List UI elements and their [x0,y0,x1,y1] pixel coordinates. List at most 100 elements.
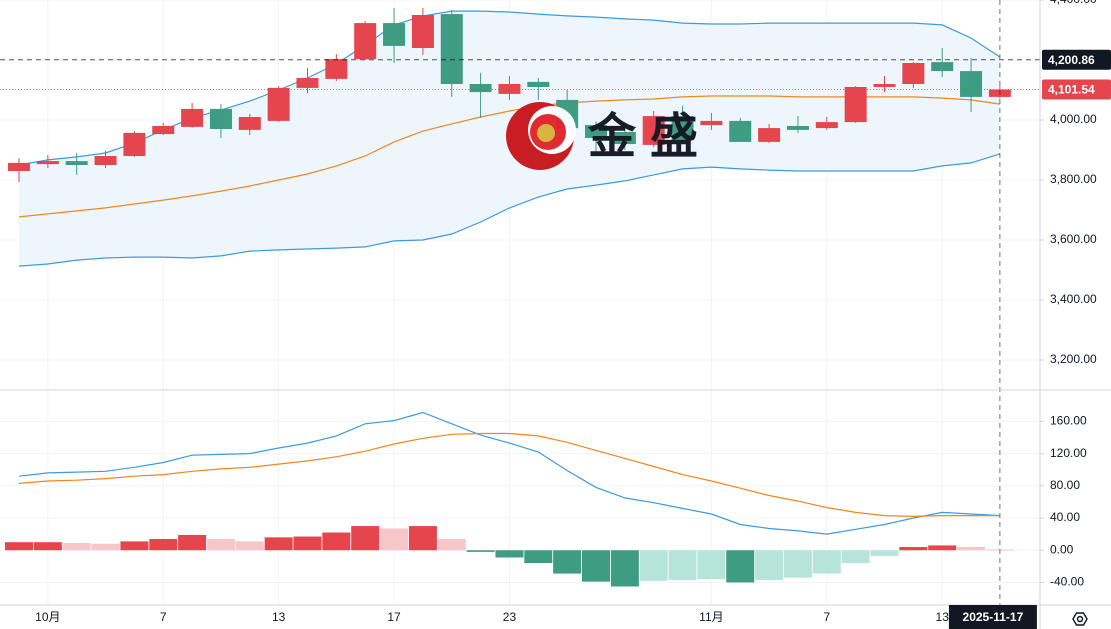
histogram-bar [957,547,986,551]
price-label-box [1042,79,1111,100]
watermark: 金盛 [506,102,712,170]
macd-line [18,432,1000,518]
macd-line [18,411,1000,535]
x-tick-label: 13 [936,610,950,624]
histogram-bar [870,550,899,556]
y-tick-label: 40.00 [1050,510,1080,524]
histogram-bar [149,538,178,551]
y-tick-label: 160.00 [1050,414,1087,428]
histogram-bar [495,550,524,558]
candle-body [613,132,636,144]
histogram-bar [524,550,553,564]
candle-body [700,120,723,126]
settings-icon-center[interactable] [1076,615,1084,623]
overlay-line [18,95,1000,218]
candle-body [873,84,896,87]
candle-body [960,71,983,97]
histogram-bar [783,550,812,578]
candle-body [786,126,809,130]
candle-body [671,116,694,141]
histogram-bar [726,550,755,583]
candle-body [902,63,925,84]
x-tick-label: 11月 [699,610,723,624]
candle-body [152,126,175,135]
histogram-bar [553,550,582,574]
x-tick-label: 10月 [35,610,60,624]
price-label-box [1042,49,1111,70]
candle-body [267,87,290,121]
y-tick-label: 80.00 [1050,478,1080,492]
candle-body [642,116,665,145]
y-tick-label: 4,400.00 [1050,0,1097,6]
candle-body [411,15,434,48]
x-tick-label: 13 [272,610,286,624]
candle-body [527,81,550,87]
histogram-bar [697,550,726,580]
histogram-bar [899,547,928,551]
candle-body [469,84,492,93]
candle-body [729,120,752,142]
histogram-bar [322,532,351,551]
axes: 3,200.00 3,400.00 3,600.00 3,800.00 4,000.00… [35,0,1111,629]
y-tick-label: 3,200.00 [1050,352,1097,366]
candle-body [36,161,59,165]
candle-body [209,108,232,129]
plot [0,0,1040,605]
x-tick-label: 7 [823,610,830,624]
logo-gold [537,124,555,142]
candle-body [383,23,406,46]
histogram-bar [928,545,957,551]
histogram-bar [582,550,610,582]
price-label: 4,200.86 [1048,53,1095,67]
histogram-bar [62,542,91,551]
histogram-bar [668,550,697,581]
candle-body [440,14,463,85]
date-label: 2025-11-17 [963,610,1024,624]
histogram-bar [466,550,495,552]
y-tick-label: 3,400.00 [1050,292,1097,306]
y-tick-label: 120.00 [1050,446,1087,460]
x-tick-label: 17 [387,610,401,624]
histogram-bar [264,537,293,551]
histogram-bar [841,550,870,564]
candle-body [585,125,607,138]
histogram-bar [235,541,264,551]
y-tick-label: 4,000.00 [1050,112,1097,126]
overlay-line [18,153,1001,267]
candle-body [931,62,954,72]
candle-body [325,59,348,79]
settings-icon[interactable] [1072,612,1088,626]
candle-body [758,128,781,142]
x-tick-label: 7 [160,610,167,624]
histogram-bar [812,550,841,574]
histogram-bar [5,542,33,551]
candle-body [8,162,30,171]
candle-body [181,108,204,127]
histogram-bar [755,550,784,581]
watermark-text: 金盛 [587,111,712,164]
histogram-bar [639,550,668,581]
date-label-box [948,605,1037,629]
histogram-bar [408,526,437,551]
candle-body [354,23,377,60]
y-tick-label: 0.00 [1050,542,1074,556]
candle-body [65,161,88,165]
settings-button[interactable] [1072,612,1088,626]
histogram-bar [437,538,466,551]
candle-body [296,78,319,88]
histogram-bar [351,526,380,551]
y-tick-label: 3,800.00 [1050,172,1097,186]
candle-body [498,84,521,94]
histogram-bar [293,536,322,551]
candle-body [844,87,867,123]
histogram-bar [206,538,235,551]
candle-body [815,122,838,129]
price-label: 4,101.54 [1048,83,1095,97]
histogram-bar [610,550,639,587]
histogram-bar [380,528,409,551]
candle-body [123,132,146,156]
histogram-bar [178,534,207,551]
x-tick-label: 23 [503,610,517,624]
histogram-bar [91,543,120,551]
